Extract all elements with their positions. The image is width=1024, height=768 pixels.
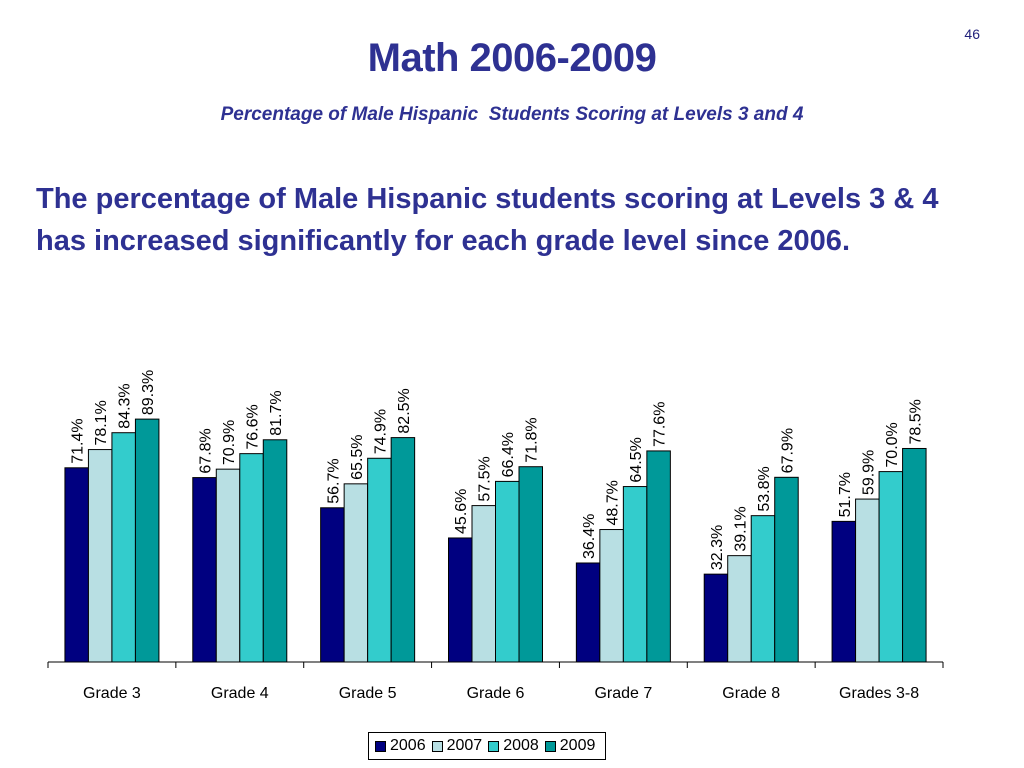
bar bbox=[215, 468, 241, 663]
legend-label: 2006 bbox=[390, 737, 426, 754]
data-label: 56.7% bbox=[325, 458, 342, 503]
bar bbox=[750, 515, 776, 663]
data-label: 39.1% bbox=[732, 506, 749, 551]
data-label: 48.7% bbox=[605, 480, 622, 525]
bar bbox=[134, 418, 160, 663]
data-label: 51.7% bbox=[837, 472, 854, 517]
data-label: 64.5% bbox=[628, 437, 645, 482]
bar bbox=[831, 520, 857, 663]
bar bbox=[448, 537, 473, 663]
data-label: 78.1% bbox=[93, 400, 110, 445]
data-label: 66.4% bbox=[500, 432, 517, 477]
bar bbox=[239, 453, 264, 663]
bar bbox=[471, 505, 496, 663]
bar bbox=[518, 466, 543, 663]
data-label: 53.8% bbox=[756, 466, 773, 511]
bar bbox=[902, 447, 927, 663]
legend-swatch bbox=[431, 740, 443, 752]
data-label: 81.7% bbox=[268, 390, 285, 435]
legend-swatch bbox=[544, 740, 556, 752]
data-label: 77.6% bbox=[652, 402, 669, 447]
data-label: 71.8% bbox=[524, 417, 541, 462]
data-label: 67.9% bbox=[779, 428, 796, 473]
bar bbox=[727, 555, 752, 663]
bar bbox=[64, 467, 89, 663]
data-label: 84.3% bbox=[117, 383, 134, 428]
page-title: Math 2006-2009 bbox=[367, 36, 657, 80]
legend-swatch bbox=[488, 740, 500, 752]
bar bbox=[87, 449, 113, 663]
data-label: 59.9% bbox=[860, 450, 877, 495]
bar bbox=[622, 486, 648, 663]
summary-text: The percentage of Male Hispanic students… bbox=[36, 183, 939, 257]
legend-item: 2006 bbox=[375, 737, 426, 755]
data-label: 32.3% bbox=[709, 525, 726, 570]
x-tick-label: Grade 4 bbox=[211, 685, 269, 702]
legend-label: 2009 bbox=[559, 737, 596, 754]
x-tick-label: Grade 7 bbox=[594, 685, 652, 702]
bar bbox=[703, 573, 729, 663]
x-tick-label: Grades 3-8 bbox=[839, 685, 919, 702]
bar bbox=[646, 450, 671, 663]
bar bbox=[262, 439, 288, 663]
legend-swatch bbox=[375, 740, 386, 752]
legend-item: 2007 bbox=[431, 737, 483, 755]
bar bbox=[575, 562, 601, 663]
data-label: 45.6% bbox=[453, 489, 470, 534]
chart-legend: 2006 2007 2008 2009 bbox=[368, 732, 607, 760]
bar bbox=[599, 529, 624, 663]
data-label: 67.8% bbox=[198, 428, 215, 473]
legend-item: 2008 bbox=[488, 737, 539, 755]
data-label: 74.9% bbox=[372, 409, 389, 454]
x-tick-label: Grade 3 bbox=[83, 685, 141, 702]
legend-label: 2008 bbox=[503, 737, 539, 754]
bar bbox=[855, 498, 880, 663]
legend-item: 2009 bbox=[544, 737, 596, 755]
data-label: 70.9% bbox=[221, 420, 238, 465]
data-label: 89.3% bbox=[140, 370, 157, 415]
bar bbox=[192, 477, 217, 663]
data-label: 78.5% bbox=[907, 399, 924, 444]
bar bbox=[774, 476, 799, 663]
legend-label: 2007 bbox=[446, 737, 483, 754]
data-label: 65.5% bbox=[349, 434, 366, 479]
x-tick-label: Grade 6 bbox=[467, 685, 525, 702]
bar bbox=[390, 437, 416, 663]
bar bbox=[320, 507, 345, 663]
bar bbox=[878, 471, 904, 663]
x-tick-label: Grade 5 bbox=[339, 685, 397, 702]
bar bbox=[495, 480, 520, 663]
data-label: 71.4% bbox=[70, 418, 87, 463]
bar bbox=[367, 457, 392, 663]
data-label: 57.5% bbox=[477, 456, 494, 501]
data-label: 70.0% bbox=[884, 422, 901, 467]
data-label: 36.4% bbox=[581, 514, 598, 559]
bar bbox=[111, 432, 136, 663]
bar bbox=[343, 483, 369, 663]
data-label: 82.5% bbox=[396, 388, 413, 433]
page-number: 46 bbox=[964, 26, 980, 42]
x-tick-label: Grade 8 bbox=[722, 685, 780, 702]
page-subtitle: Percentage of Male Hispanic Students Sco… bbox=[220, 104, 804, 125]
data-label: 76.6% bbox=[245, 404, 262, 449]
